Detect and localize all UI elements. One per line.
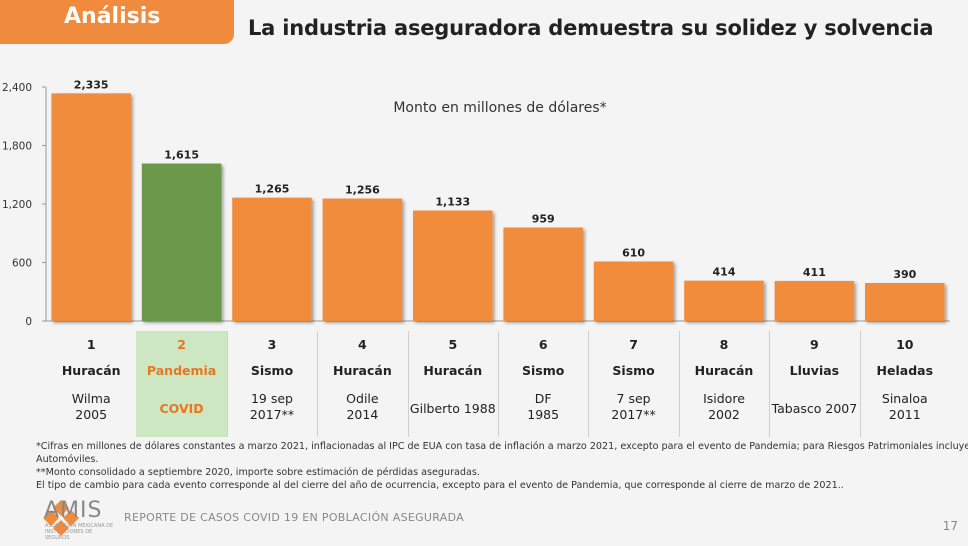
chart-annotation: Monto en millones de dólares*	[393, 100, 606, 116]
bar-value-label: 411	[803, 266, 826, 279]
event-rank: 10	[896, 337, 914, 352]
bar	[684, 280, 764, 321]
bar-value-label: 1,256	[345, 184, 380, 197]
event-rank: 5	[448, 337, 458, 352]
event-name-line: 2017**	[249, 407, 295, 422]
bar	[141, 163, 222, 321]
y-tick-label: 1,200	[2, 199, 32, 211]
event-type: Pandemia	[146, 363, 217, 378]
event-name-line: 2002	[708, 407, 740, 422]
y-tick-label: 0	[25, 316, 32, 328]
bar	[322, 198, 403, 321]
event-name-line: 1985	[527, 407, 560, 422]
bar	[413, 210, 493, 321]
event-name: 7 sep 2017**	[588, 391, 678, 423]
event-name: Sinaloa 2011	[860, 391, 950, 423]
y-tick-label: 2,400	[2, 82, 32, 94]
event-type: Lluvias	[789, 363, 840, 378]
event-name-line: Isidore	[703, 391, 745, 406]
event-rank: 4	[358, 337, 367, 352]
bar-chart: 0 600 1,200 1,800 2,400 2,335 1,615 1,265 1,256…	[2, 78, 950, 328]
event-column: 7 Sismo 7 sep 2017**	[588, 331, 680, 437]
bar	[865, 282, 945, 321]
amis-logo-text: AMIS	[44, 498, 103, 523]
report-footer: REPORTE DE CASOS COVID 19 EN POBLACIÓN A…	[124, 511, 465, 524]
event-column: 4 Huracán Odile 2014	[317, 331, 409, 437]
event-name-line: Tabasco 2007	[771, 401, 858, 416]
bar	[503, 227, 583, 321]
event-column: 6 Sismo DF 1985	[498, 331, 590, 437]
event-name-line: COVID	[159, 401, 204, 416]
footnote-2: **Monto consolidado a septiembre 2020, i…	[36, 467, 480, 478]
bar	[593, 261, 674, 321]
event-name: Wilma 2005	[46, 391, 136, 423]
event-name-line: 2011	[888, 407, 921, 422]
event-type: Sismo	[250, 363, 294, 378]
event-name-line: 2017**	[611, 407, 656, 422]
event-name-line: 2005	[75, 407, 108, 422]
event-rank: 7	[629, 337, 638, 352]
event-type: Sismo	[612, 363, 655, 378]
event-column: 10 Heladas Sinaloa 2011	[860, 331, 950, 437]
event-name-line: 7 sep	[616, 391, 651, 406]
event-name: Gilberto 1988	[408, 401, 498, 417]
event-type: Sismo	[522, 363, 565, 378]
event-name: Odile 2014	[317, 391, 407, 423]
section-tag: Análisis	[0, 0, 234, 44]
bar-value-label: 959	[532, 212, 555, 225]
event-column: 5 Huracán Gilberto 1988	[408, 331, 499, 437]
y-tick-label: 1,800	[2, 141, 32, 153]
event-name: DF 1985	[498, 391, 588, 423]
amis-logo-subtitle: ASOCIACIÓN MEXICANA DE INSTITUCIONES DE …	[45, 523, 114, 541]
page-title: La industria aseguradora demuestra su so…	[248, 16, 934, 40]
event-rank: 2	[177, 337, 186, 352]
event-name: 19 sep 2017**	[227, 391, 317, 423]
bar-value-label: 414	[713, 266, 736, 279]
event-type: Huracán	[61, 363, 121, 378]
event-column: 8 Huracán Isidore 2002	[679, 331, 771, 437]
bar-value-label: 610	[622, 247, 645, 260]
event-name-line: Gilberto 1988	[409, 401, 496, 416]
event-column: 9 Lluvias Tabasco 2007	[769, 331, 861, 437]
section-tag-label: Análisis	[64, 4, 161, 29]
bar-value-label: 1,133	[435, 196, 470, 209]
footnote-1b: Automóviles.	[36, 454, 99, 465]
event-type: Huracán	[694, 363, 754, 378]
event-rank: 3	[267, 337, 277, 352]
event-column: 2 Pandemia COVID	[136, 331, 228, 437]
bar	[51, 93, 131, 322]
event-column: 1 Huracán Wilma 2005	[46, 331, 138, 437]
footnote-3: El tipo de cambio para cada evento corre…	[36, 480, 844, 491]
event-type: Heladas	[876, 363, 934, 378]
bar-value-label: 390	[893, 268, 916, 281]
event-name: Tabasco 2007	[769, 401, 859, 417]
page-number: 17	[942, 519, 958, 533]
event-column: 3 Sismo 19 sep 2017**	[227, 331, 319, 437]
bar-value-label: 1,265	[255, 183, 290, 196]
event-type: Huracán	[333, 363, 392, 378]
event-name-line: DF	[534, 391, 552, 406]
event-rank: 6	[538, 337, 548, 352]
footnote-1: *Cifras en millones de dólares constante…	[36, 441, 968, 452]
bar	[774, 280, 855, 321]
footnotes: *Cifras en millones de dólares constante…	[36, 440, 968, 492]
events-table: 1 Huracán Wilma 2005 2 Pandemia COVID 3 Sismo 19 …	[46, 331, 950, 437]
amis-logo-icon	[43, 500, 79, 536]
event-name-line: 19 sep	[250, 391, 293, 406]
event-name: Isidore 2002	[679, 391, 769, 423]
event-name-line: Sinaloa	[881, 391, 928, 406]
bar-value-label: 2,335	[74, 78, 109, 91]
event-name-line: Wilma	[71, 391, 111, 406]
event-rank: 9	[810, 337, 819, 352]
event-rank: 8	[719, 337, 729, 352]
event-name-line: Odile	[346, 391, 379, 406]
event-type: Huracán	[423, 363, 483, 378]
event-name-line: 2014	[346, 407, 379, 422]
bar-value-label: 1,615	[164, 149, 199, 162]
y-tick-label: 600	[12, 258, 32, 270]
event-name: COVID	[136, 401, 226, 417]
bar	[232, 197, 312, 321]
event-rank: 1	[86, 337, 96, 352]
